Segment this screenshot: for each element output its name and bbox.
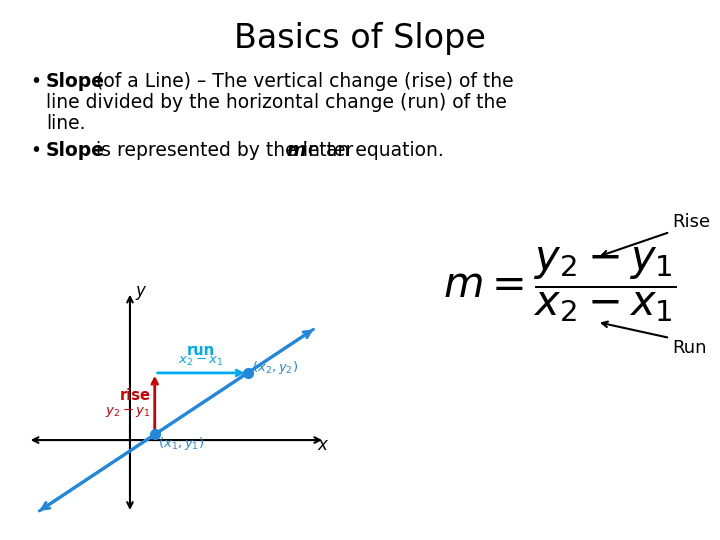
Text: y: y (135, 282, 145, 300)
Text: Rise: Rise (672, 213, 710, 231)
Text: line.: line. (46, 114, 86, 133)
Text: $x_2 - x_1$: $x_2 - x_1$ (179, 355, 224, 368)
Text: $y_2 - y_1$: $y_2 - y_1$ (106, 404, 151, 418)
Text: •: • (30, 141, 41, 160)
Text: $m = \dfrac{y_2 - y_1}{x_2 - x_1}$: $m = \dfrac{y_2 - y_1}{x_2 - x_1}$ (444, 246, 677, 325)
Text: $(x_1, y_1)$: $(x_1, y_1)$ (158, 435, 204, 452)
Text: m: m (286, 141, 305, 160)
Text: x: x (317, 436, 327, 454)
Text: (of a Line) – The vertical change (rise) of the: (of a Line) – The vertical change (rise)… (90, 72, 513, 91)
Text: rise: rise (120, 388, 151, 403)
Text: is represented by the letter: is represented by the letter (90, 141, 359, 160)
Text: •: • (30, 72, 41, 91)
Text: $(x_2, y_2)$: $(x_2, y_2)$ (252, 359, 298, 376)
Text: Basics of Slope: Basics of Slope (234, 22, 486, 55)
Text: Slope: Slope (46, 141, 105, 160)
Text: Run: Run (672, 339, 706, 357)
Text: Slope: Slope (46, 72, 105, 91)
Text: in an equation.: in an equation. (297, 141, 444, 160)
Text: line divided by the horizontal change (run) of the: line divided by the horizontal change (r… (46, 93, 507, 112)
Text: run: run (187, 342, 215, 357)
